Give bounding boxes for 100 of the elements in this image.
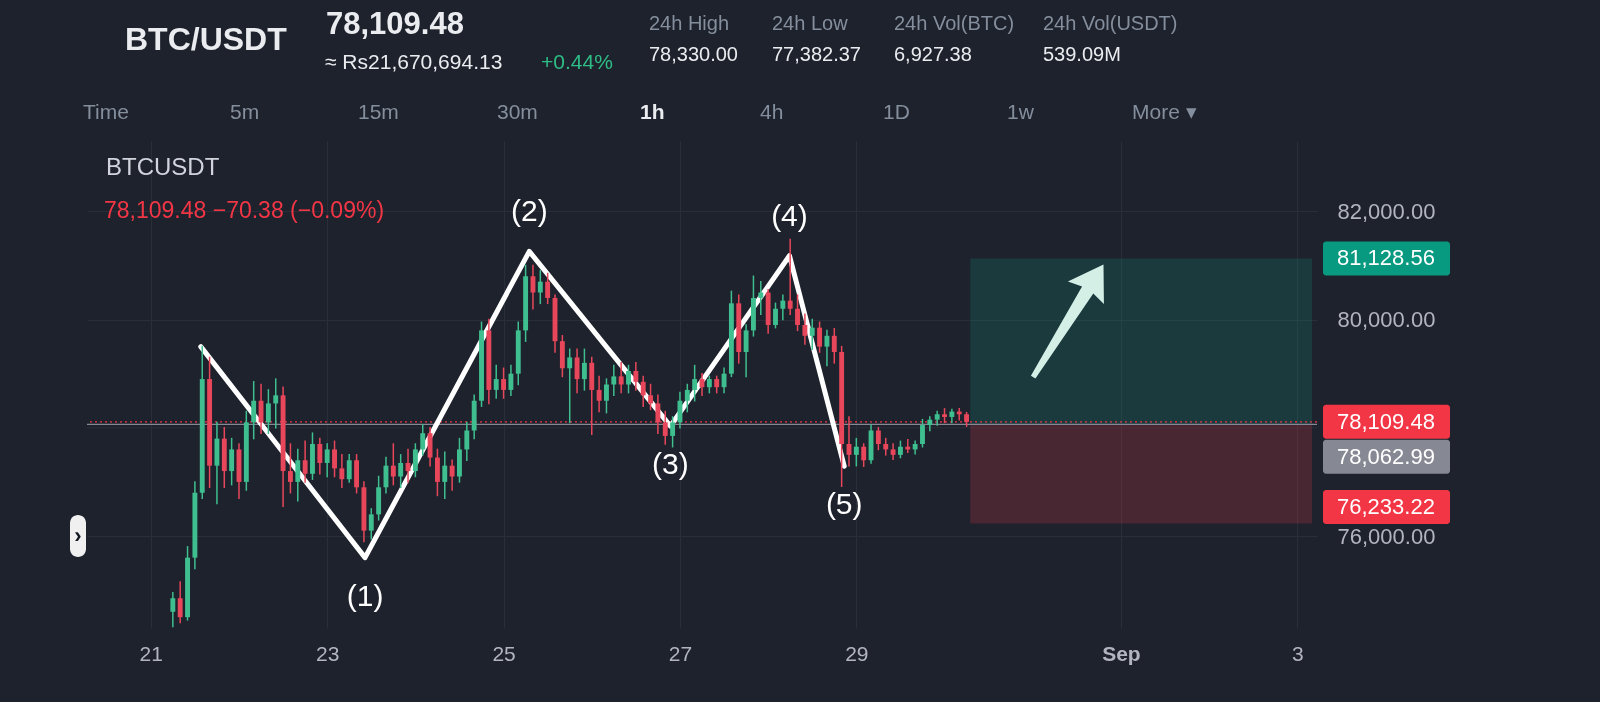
annotation: (1) — [346, 578, 384, 612]
text: 1w — [1007, 100, 1035, 123]
candlestick — [545, 272, 551, 305]
candlestick — [831, 328, 837, 364]
candlestick — [920, 418, 925, 448]
text: › — [74, 523, 82, 548]
candlestick — [324, 443, 330, 478]
text: 5m — [230, 100, 260, 123]
band-label: 81,128.56 — [1337, 245, 1435, 271]
annotation: (4) — [771, 198, 808, 232]
candlestick — [773, 302, 778, 329]
candlestick — [368, 508, 374, 540]
candlestick — [420, 424, 426, 456]
candlestick — [809, 318, 815, 351]
candlestick — [170, 592, 176, 628]
candlestick — [464, 421, 470, 462]
text: More ▾ — [1132, 100, 1197, 123]
candlestick — [684, 383, 690, 413]
text: Time — [83, 100, 129, 123]
candlestick — [412, 443, 418, 478]
candlestick — [817, 321, 823, 353]
candlestick — [295, 448, 301, 502]
y-tick-label: 80,000.00 — [1337, 307, 1436, 333]
text: 78,109.48 — [326, 6, 464, 41]
candlestick — [442, 451, 448, 499]
candlestick — [934, 410, 940, 426]
text: 24h Vol(USDT) — [1043, 12, 1178, 34]
x-tick-label: 21 — [139, 641, 163, 665]
text: 6,927.38 — [894, 43, 972, 65]
text: 24h Low — [772, 12, 849, 34]
band-label: 76,233.22 — [1337, 494, 1435, 520]
text: +0.44% — [541, 50, 613, 73]
annotation: 78,109.48 −70.38 (−0.09%) — [104, 197, 385, 223]
candlestick — [802, 313, 808, 345]
candlestick — [662, 410, 668, 445]
text: 78,330.00 — [649, 43, 738, 65]
candlestick — [332, 440, 337, 478]
candlestick — [501, 367, 507, 399]
annotation: (3) — [652, 447, 689, 481]
x-tick-label: 29 — [845, 641, 869, 665]
candlestick — [626, 364, 631, 394]
candlestick — [287, 443, 293, 494]
candlestick — [853, 437, 859, 467]
candlestick — [537, 270, 543, 305]
candlestick — [611, 364, 617, 397]
candlestick — [493, 364, 499, 399]
annotation: (2) — [510, 194, 548, 228]
candlestick — [912, 440, 918, 455]
candlestick — [890, 443, 896, 460]
candlestick — [339, 454, 345, 489]
text: 15m — [358, 100, 399, 123]
candlestick — [648, 383, 653, 411]
candlestick — [346, 454, 352, 483]
candlestick — [824, 329, 830, 367]
text: ≈ Rs21,670,694.13 — [325, 50, 503, 73]
x-tick-label: 27 — [668, 641, 693, 665]
candlestick — [581, 348, 587, 391]
candlestick — [229, 437, 235, 486]
text: 4h — [760, 100, 784, 123]
candlestick — [780, 294, 786, 321]
candlestick — [273, 378, 279, 429]
candlestick — [265, 389, 271, 434]
annotation: BTCUSDT — [106, 153, 220, 180]
text: 77,382.37 — [772, 43, 861, 65]
chart-title: BTC/USDT — [125, 21, 288, 57]
candlestick — [787, 238, 793, 315]
candlestick — [861, 443, 867, 467]
text: 30m — [497, 100, 538, 123]
text: 539.09M — [1043, 43, 1121, 65]
text: 24h High — [649, 12, 730, 34]
candlestick — [640, 375, 646, 407]
candlestick — [875, 427, 881, 451]
y-tick-label: 76,000.00 — [1337, 523, 1436, 549]
x-tick-label: 3 — [1291, 641, 1304, 665]
candlestick — [390, 443, 396, 486]
candlestick — [618, 362, 624, 394]
candlestick — [692, 364, 698, 402]
candlestick — [655, 394, 661, 434]
ref-line-label: 78,109.48 — [1337, 408, 1435, 434]
text: 24h Vol(BTC) — [894, 12, 1015, 34]
x-tick-label: 23 — [316, 641, 340, 665]
candlestick — [251, 381, 257, 440]
candlestick — [398, 454, 404, 489]
ref-line-label: 78,062.99 — [1337, 443, 1435, 469]
candlestick — [758, 280, 764, 315]
text: 1D — [883, 100, 910, 123]
candlestick — [633, 362, 639, 391]
candlestick — [596, 375, 602, 413]
candlestick — [317, 437, 323, 475]
candlestick — [574, 348, 580, 394]
candlestick — [567, 348, 573, 424]
candlestick — [949, 408, 955, 424]
candlestick — [508, 364, 514, 397]
candlestick — [927, 416, 933, 432]
candlestick — [604, 378, 609, 414]
candlestick — [795, 294, 800, 332]
text: 1h — [640, 100, 665, 123]
x-tick-label: 25 — [492, 641, 516, 665]
candlestick — [743, 324, 749, 378]
annotation: (5) — [825, 487, 863, 521]
